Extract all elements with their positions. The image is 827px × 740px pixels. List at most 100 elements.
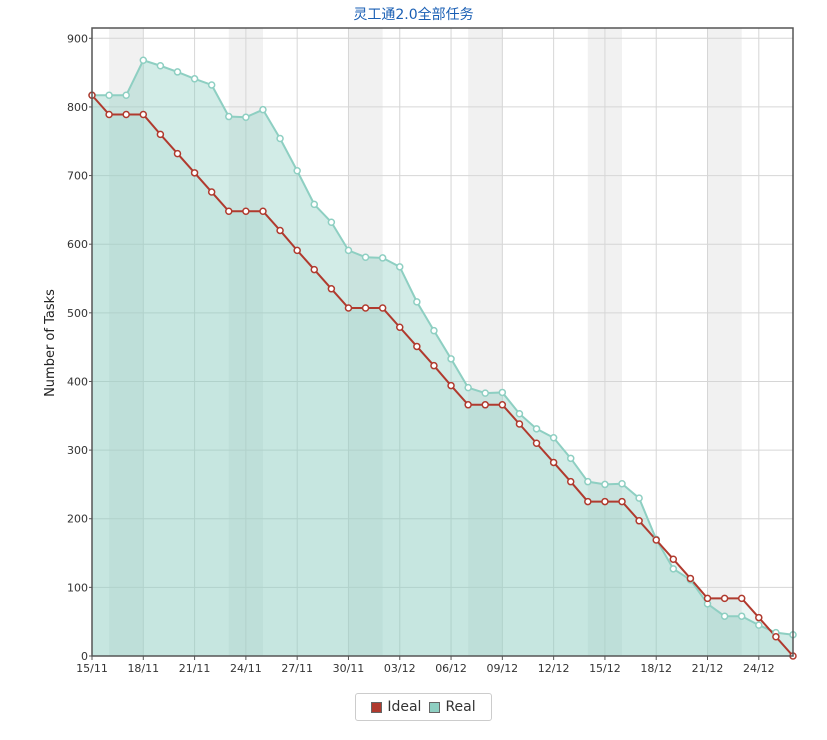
ideal-point [293,246,301,255]
real-point [156,61,165,70]
ideal-point [207,188,216,196]
ideal-point [430,361,438,370]
y-tick-label: 800 [67,101,88,114]
ideal-point [378,304,387,312]
ideal-point [447,381,455,390]
ideal-point [549,458,558,467]
x-tick-label: 09/12 [486,662,518,675]
ideal-point [481,401,489,409]
ideal-point [156,130,165,139]
weekend-band [109,28,144,656]
x-tick-label: 21/11 [179,662,211,675]
chart-title: 灵工通2.0全部任务 [353,7,474,23]
ideal-point [259,207,267,216]
real-point [566,454,575,463]
x-tick-label: 24/11 [230,662,262,675]
weekend-band [468,28,503,656]
y-axis-label: Number of Tasks [43,289,58,397]
real-point [549,433,558,442]
real-point [635,494,643,502]
ideal-point [361,304,370,312]
ideal-point [635,517,643,525]
ideal-point [310,265,319,274]
ideal-point [755,613,763,622]
ideal-point [515,420,524,428]
x-tick-label: 27/11 [281,662,313,675]
ideal-point [225,207,233,216]
ideal-point [584,497,592,506]
real-point [601,480,609,489]
ideal-point [327,285,336,293]
weekend-bands [92,28,793,656]
ideal-point [532,439,541,447]
y-tick-label: 600 [67,238,88,251]
plot-frame [91,27,794,657]
plot-background [92,28,793,656]
series-areas [92,60,793,656]
real-point [378,254,387,262]
ideal-point [242,207,250,216]
x-tick-label: 30/11 [333,662,365,675]
x-tick-label: 24/12 [743,662,775,675]
legend-item-real[interactable]: Real [429,699,476,715]
real-point [259,105,267,114]
real-swatch-icon [429,701,441,713]
real-point [122,91,130,100]
real-point [618,479,626,488]
real-point [105,91,113,100]
y-tick-label: 200 [67,513,88,526]
ideal-point [464,401,472,409]
real-point [498,388,507,397]
x-tick-label: 18/11 [127,662,159,675]
legend-label-real: Real [445,699,476,715]
ideal-point [276,226,284,235]
ideal-point [652,536,660,544]
ideal-point [139,110,148,119]
real-point [447,355,455,363]
weekend-band [707,28,742,656]
legend-item-ideal[interactable]: Ideal [371,699,421,715]
ideal-point [601,497,609,506]
weekend-band [348,28,383,656]
real-point [293,167,301,175]
x-tick-label: 21/12 [692,662,724,675]
real-point [413,298,421,306]
real-point [430,326,438,335]
real-point [737,612,746,620]
y-tick-label: 900 [67,32,88,45]
series-points [88,56,797,660]
real-point [361,253,370,261]
real-point [584,477,592,486]
real-point [207,81,216,89]
ideal-point [669,555,678,563]
ideal-point [772,633,780,641]
real-point [720,612,729,620]
ideal-point [703,594,712,603]
ideal-line [91,94,794,657]
y-tick-label: 500 [67,307,88,320]
real-point [515,409,524,418]
y-tick-label: 100 [67,581,88,594]
real-point [669,565,678,573]
real-point [173,68,182,76]
real-point [276,134,284,143]
ideal-point [173,149,182,158]
y-tick-label: 0 [81,650,88,663]
ideal-point [344,304,353,312]
real-point [396,263,404,271]
ideal-point [498,401,507,409]
real-point [532,425,541,433]
ideal-point [618,497,626,506]
ideal-point [190,169,199,177]
real-point [327,218,336,226]
x-tick-label: 12/12 [538,662,570,675]
x-tick-label: 15/12 [589,662,621,675]
ideal-area [92,95,793,656]
ideal-point [737,594,746,603]
ideal-point [122,110,130,119]
real-point [464,383,472,392]
x-tick-label: 18/12 [640,662,672,675]
ideal-point [686,574,695,583]
ideal-point [720,594,729,603]
